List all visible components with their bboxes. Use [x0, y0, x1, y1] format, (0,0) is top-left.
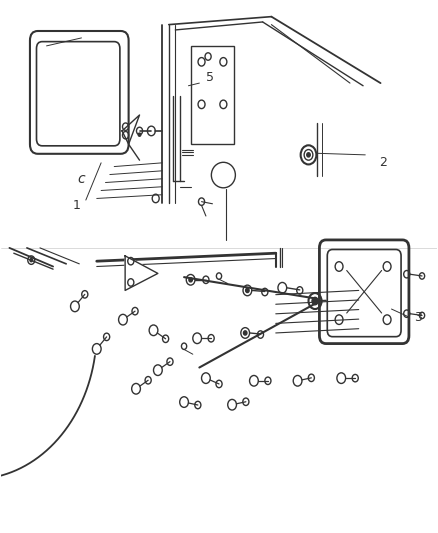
Text: 1: 1: [73, 199, 81, 212]
Circle shape: [307, 153, 310, 157]
Circle shape: [189, 278, 192, 282]
Text: c: c: [78, 172, 85, 186]
Polygon shape: [125, 256, 158, 290]
Circle shape: [312, 297, 318, 305]
Circle shape: [244, 331, 247, 335]
Bar: [191, 46, 234, 144]
Text: 5: 5: [206, 71, 214, 84]
Circle shape: [30, 259, 32, 262]
Circle shape: [246, 288, 249, 293]
Polygon shape: [122, 115, 140, 144]
Text: 2: 2: [379, 156, 387, 169]
Circle shape: [138, 133, 141, 136]
Text: 3: 3: [414, 311, 422, 324]
